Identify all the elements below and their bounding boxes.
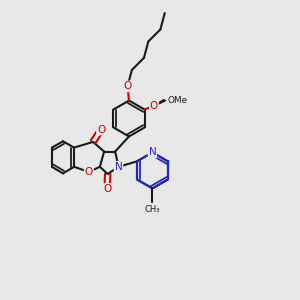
Text: O: O bbox=[97, 124, 105, 135]
Text: CH₃: CH₃ bbox=[145, 205, 160, 214]
Text: N: N bbox=[115, 162, 122, 172]
Text: O: O bbox=[85, 167, 93, 177]
Text: O: O bbox=[123, 81, 132, 92]
Text: O: O bbox=[150, 101, 158, 111]
Text: OMe: OMe bbox=[167, 96, 188, 105]
Text: O: O bbox=[103, 184, 111, 194]
Text: N: N bbox=[148, 147, 156, 158]
